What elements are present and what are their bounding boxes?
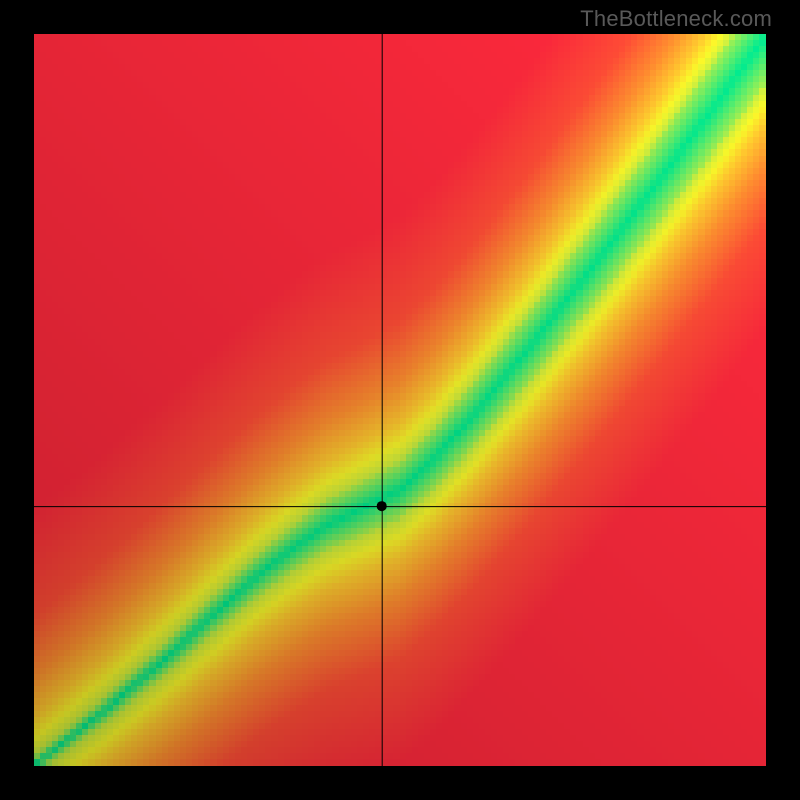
watermark-text: TheBottleneck.com	[580, 6, 772, 32]
heatmap-canvas	[34, 34, 766, 766]
chart-container: TheBottleneck.com	[0, 0, 800, 800]
plot-area	[34, 34, 766, 766]
